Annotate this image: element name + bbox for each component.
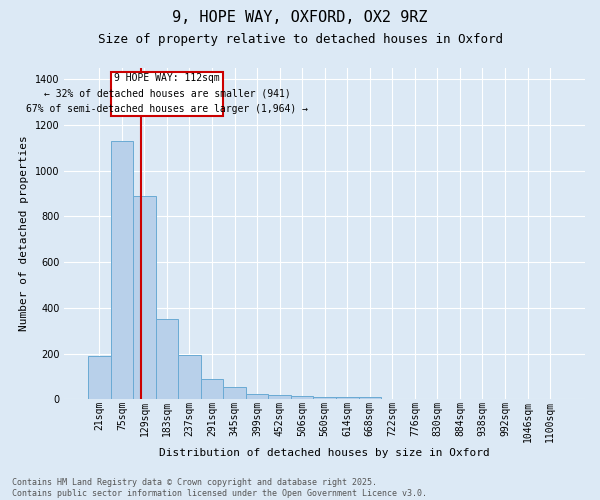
X-axis label: Distribution of detached houses by size in Oxford: Distribution of detached houses by size …: [160, 448, 490, 458]
Y-axis label: Number of detached properties: Number of detached properties: [19, 136, 29, 332]
Text: 9 HOPE WAY: 112sqm
← 32% of detached houses are smaller (941)
67% of semi-detach: 9 HOPE WAY: 112sqm ← 32% of detached hou…: [26, 73, 308, 114]
Bar: [133, 196, 155, 400]
Bar: [178, 355, 201, 400]
FancyBboxPatch shape: [110, 72, 223, 116]
Bar: [336, 397, 359, 400]
Text: 9, HOPE WAY, OXFORD, OX2 9RZ: 9, HOPE WAY, OXFORD, OX2 9RZ: [172, 10, 428, 25]
Bar: [291, 396, 313, 400]
Bar: [359, 397, 381, 400]
Bar: [110, 141, 133, 400]
Bar: [201, 379, 223, 400]
Bar: [223, 387, 246, 400]
Bar: [155, 320, 178, 400]
Text: Contains HM Land Registry data © Crown copyright and database right 2025.
Contai: Contains HM Land Registry data © Crown c…: [12, 478, 427, 498]
Bar: [268, 395, 291, 400]
Bar: [313, 396, 336, 400]
Bar: [88, 356, 110, 400]
Text: Size of property relative to detached houses in Oxford: Size of property relative to detached ho…: [97, 32, 503, 46]
Bar: [246, 394, 268, 400]
